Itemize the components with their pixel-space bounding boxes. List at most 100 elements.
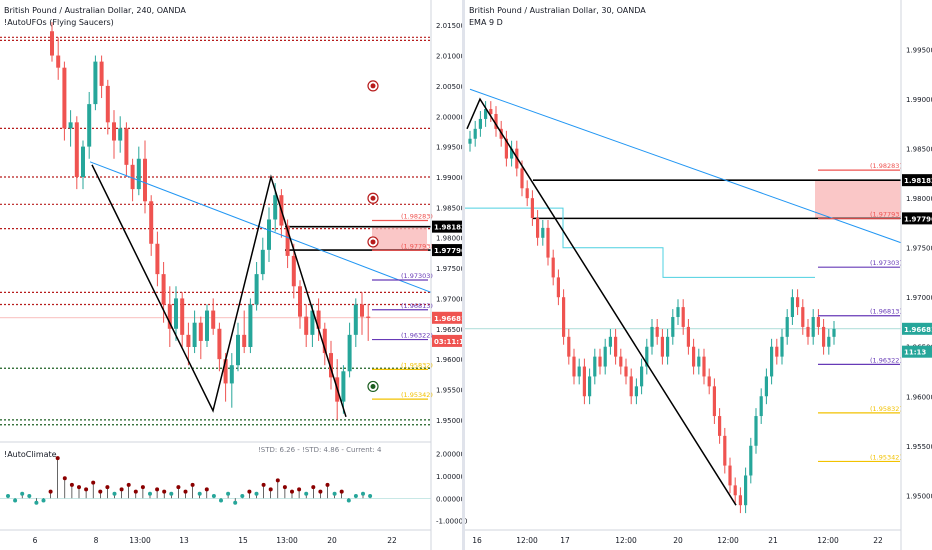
right-candle-body <box>686 326 690 347</box>
left-sub-dot <box>27 494 32 499</box>
right-candle-body <box>723 435 727 466</box>
right-candle-body <box>489 109 493 114</box>
right-y-tick: 1.98500 <box>906 146 932 154</box>
left-sub-dot <box>140 485 145 490</box>
left-sub-dot <box>55 456 60 461</box>
left-sub-dot <box>119 487 124 492</box>
right-candle-body <box>780 336 784 357</box>
left-y-tick: 1.98500 <box>436 204 465 212</box>
left-candle-body <box>155 243 160 275</box>
left-candle-body <box>93 61 98 105</box>
left-sub-dot <box>162 489 167 494</box>
left-sub-dot <box>254 491 259 496</box>
left-price-badge <box>432 244 462 257</box>
right-fib-level-label: (1.96322) <box>870 356 902 364</box>
left-candle-body <box>242 334 247 347</box>
left-price-axis[interactable]: 2.01500 2.01000 2.00500 2.00000 1.99500 1.990… <box>436 22 465 425</box>
left-pane-4h[interactable]: (1.98283) (1.97793) (1.97303) (1.96813) (1.9… <box>0 0 469 550</box>
right-time-axis[interactable]: 16 12:00 17 12:00 20 12:00 21 12:00 22 <box>472 536 883 545</box>
right-candle-body <box>556 277 560 298</box>
right-pane-30m[interactable]: (1.98283) (1.97793) (1.97303) (1.96813) (1.9… <box>465 0 932 550</box>
right-candle-body <box>754 416 758 446</box>
right-x-tick: 17 <box>560 536 570 545</box>
left-candle-body <box>254 274 259 305</box>
left-sub-dot <box>197 491 202 496</box>
left-y-tick: 2.01000 <box>436 53 465 61</box>
left-sub-dot <box>332 491 337 496</box>
right-candle-body <box>484 109 488 119</box>
right-candle-body <box>468 138 472 144</box>
right-candle-body <box>530 198 534 218</box>
right-candle-body <box>816 317 820 327</box>
right-candle-body <box>702 356 706 377</box>
left-candle-body <box>248 304 253 347</box>
left-y-tick: 1.97500 <box>436 265 465 273</box>
left-candle-body <box>136 158 141 190</box>
left-sub-dot <box>133 489 138 494</box>
left-sub-dot <box>84 487 89 492</box>
right-price-badge-text: 11:13 <box>904 349 926 357</box>
left-price-badge-text: 1.98182 <box>434 224 466 232</box>
right-candle-body <box>577 366 581 377</box>
left-y-tick: 1.99500 <box>436 144 465 152</box>
left-supply-zone <box>285 225 431 251</box>
right-drawings <box>466 88 902 506</box>
right-candle-body <box>650 326 654 347</box>
left-sub-dot <box>339 489 344 494</box>
left-sub-dot <box>346 498 351 503</box>
right-candle-body <box>494 113 498 129</box>
right-zigzag <box>466 97 737 506</box>
left-sub-dot <box>275 478 280 483</box>
right-candle-body <box>629 376 633 397</box>
left-candle-body <box>74 122 79 177</box>
right-price-axis[interactable]: 1.99500 1.99000 1.98500 1.98000 1.97500 1.970… <box>906 47 932 501</box>
left-fib-level-label: (1.98283) <box>401 213 433 221</box>
left-sub-dot <box>211 494 216 499</box>
right-y-tick: 1.95500 <box>906 443 932 451</box>
right-y-tick: 1.97500 <box>906 245 932 253</box>
left-candle-body <box>174 298 178 329</box>
pane-separator[interactable] <box>462 0 465 550</box>
left-x-tick: 8 <box>94 536 99 545</box>
left-candle-body <box>310 310 315 335</box>
left-y-tick: 1.95000 <box>436 417 465 425</box>
left-sub-dot <box>325 482 330 487</box>
left-fib-levels: (1.98283) (1.97793) (1.97303) (1.96813) (1.9… <box>372 213 433 400</box>
left-sub-dot <box>261 482 266 487</box>
right-candle-body <box>692 346 696 367</box>
left-sub-dot <box>148 491 152 496</box>
left-sub-dot <box>69 482 74 487</box>
right-x-tick: 16 <box>472 536 482 545</box>
right-candle-body <box>832 328 836 337</box>
left-candle-body <box>236 334 240 366</box>
left-sub-dot <box>368 494 373 499</box>
right-fib-level-label: (1.98283) <box>870 162 902 170</box>
left-zone-rect <box>372 226 427 251</box>
left-candle-body <box>167 304 172 329</box>
left-sub-dot <box>98 489 103 494</box>
right-title: British Pound / Australian Dollar, 30, O… <box>469 6 646 15</box>
left-candle-body <box>304 316 309 335</box>
left-sub-title: !AutoClimate <box>4 450 57 459</box>
right-candle-body <box>520 168 524 189</box>
left-time-axis[interactable]: 6 8 13:00 13 15 13:00 20 22 <box>33 536 397 545</box>
right-fib-levels: (1.98283) (1.97793) (1.97303) (1.96813) (1.9… <box>818 162 902 463</box>
right-fib-level-label: (1.96813) <box>870 308 902 316</box>
right-candle-body <box>582 366 586 397</box>
left-sub-dot <box>183 489 188 494</box>
left-sub-dot <box>13 498 18 503</box>
left-fib-level-label: (1.95832) <box>401 361 433 369</box>
right-zone-rect <box>815 180 901 219</box>
right-candle-body <box>728 465 732 486</box>
left-sub-dot <box>105 485 110 490</box>
right-y-tick: 1.95000 <box>906 492 932 500</box>
right-candle-body <box>541 227 545 238</box>
right-candle-body <box>640 366 644 387</box>
left-candle-body <box>322 328 327 354</box>
right-candle-body <box>822 326 826 347</box>
left-candle-body <box>68 122 73 129</box>
right-price-badge-text: 1.97796 <box>904 215 932 223</box>
right-candle-body <box>624 366 628 377</box>
left-dashed-levels <box>0 36 431 426</box>
left-main-background <box>0 0 431 442</box>
